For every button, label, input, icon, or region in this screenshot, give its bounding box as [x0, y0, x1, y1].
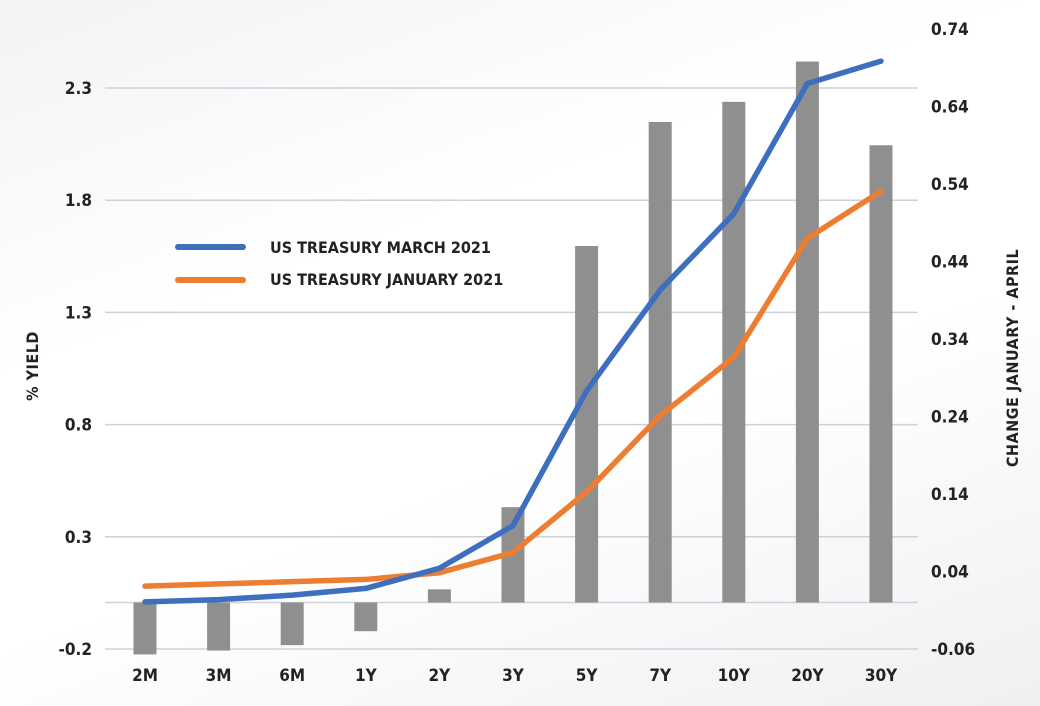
legend-label-january: US TREASURY JANUARY 2021 — [270, 270, 503, 289]
right-axis-label: CHANGE JANUARY - APRIL — [1003, 249, 1022, 467]
left-axis-ticks: -0.2 0.3 0.8 1.3 1.8 2.3 — [59, 79, 92, 660]
line-march-2021 — [142, 58, 884, 605]
right-tick-4: 0.34 — [931, 330, 969, 350]
line-january-2021 — [142, 188, 884, 589]
bar-20Y — [795, 61, 819, 603]
right-tick-1: 0.04 — [931, 563, 969, 583]
left-tick-2: 0.8 — [65, 416, 92, 436]
bar-2M — [133, 602, 157, 655]
change-bars — [133, 61, 893, 655]
right-tick-6: 0.54 — [931, 175, 969, 195]
legend: US TREASURY MARCH 2021 US TREASURY JANUA… — [175, 238, 503, 289]
x-tick-10Y: 10Y — [718, 666, 751, 686]
x-tick-3M: 3M — [206, 666, 232, 686]
right-tick-0: -0.06 — [931, 640, 975, 660]
x-tick-2Y: 2Y — [429, 666, 452, 686]
x-tick-20Y: 20Y — [791, 666, 824, 686]
bar-5Y — [575, 246, 599, 603]
x-axis-ticks: 2M 3M 6M 1Y 2Y 3Y 5Y 7Y 10Y 20Y 30Y — [132, 666, 898, 686]
x-tick-3Y: 3Y — [502, 666, 525, 686]
left-tick-4: 1.8 — [65, 191, 92, 211]
x-tick-5Y: 5Y — [576, 666, 599, 686]
right-axis-ticks: -0.06 0.04 0.14 0.24 0.34 0.44 0.54 0.64 0.74 — [931, 20, 975, 660]
yield-lines — [142, 58, 884, 605]
bar-30Y — [869, 145, 893, 603]
bar-3M — [207, 602, 231, 651]
left-tick-0: -0.2 — [59, 640, 92, 660]
left-tick-1: 0.3 — [65, 528, 92, 548]
gridlines — [105, 87, 918, 650]
bar-1Y — [354, 602, 378, 632]
bar-2Y — [427, 589, 451, 603]
right-tick-5: 0.44 — [931, 253, 969, 273]
x-tick-30Y: 30Y — [865, 666, 898, 686]
x-tick-1Y: 1Y — [355, 666, 378, 686]
bar-6M — [280, 602, 304, 646]
bar-7Y — [648, 122, 672, 603]
left-tick-3: 1.3 — [65, 303, 92, 323]
left-tick-5: 2.3 — [65, 79, 92, 99]
x-tick-6M: 6M — [279, 666, 305, 686]
left-axis-label: % YIELD — [23, 331, 42, 401]
legend-label-march: US TREASURY MARCH 2021 — [270, 238, 491, 257]
x-tick-7Y: 7Y — [649, 666, 672, 686]
right-tick-2: 0.14 — [931, 485, 969, 505]
right-tick-7: 0.64 — [931, 98, 969, 118]
right-tick-8: 0.74 — [931, 20, 969, 40]
x-tick-2M: 2M — [132, 666, 158, 686]
right-tick-3: 0.24 — [931, 408, 969, 428]
